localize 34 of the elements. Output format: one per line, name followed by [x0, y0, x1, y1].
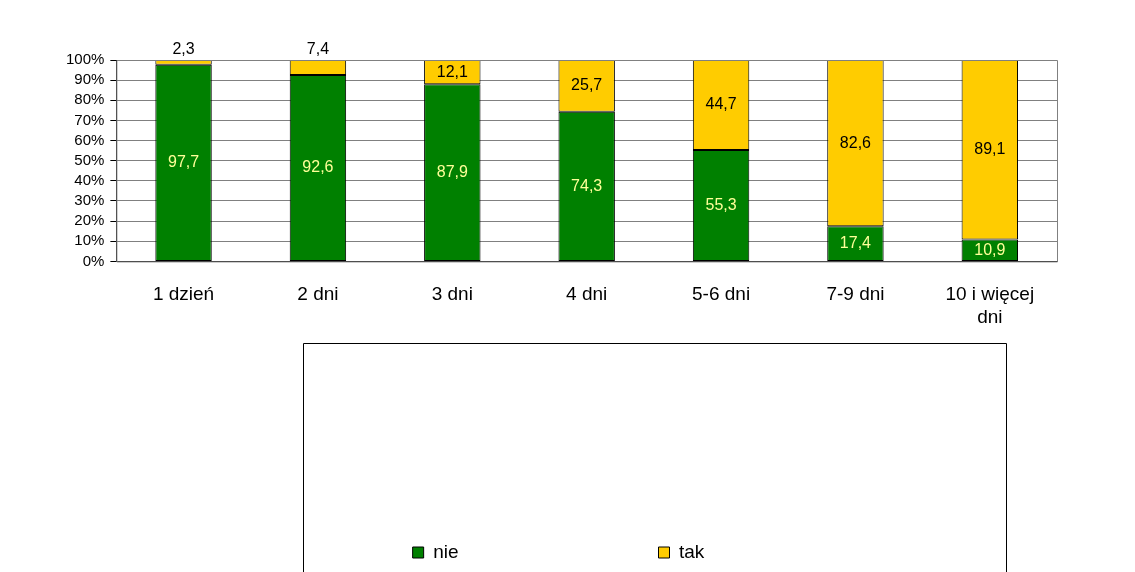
y-tick-label: 50% — [74, 150, 105, 168]
y-tick-label: 30% — [74, 191, 105, 209]
y-tick-label: 10% — [74, 231, 105, 249]
y-tick-label: 40% — [74, 170, 105, 188]
y-tick-label: 0% — [82, 251, 105, 269]
data-label: 10,9 — [974, 240, 1006, 258]
y-tick-label: 100% — [65, 50, 105, 68]
data-label: 12,1 — [436, 62, 468, 80]
legend-label: tak — [679, 540, 705, 562]
data-label: 55,3 — [705, 195, 737, 213]
data-label: 82,6 — [839, 133, 872, 151]
data-label: 2,3 — [172, 40, 195, 58]
data-label: 97,7 — [167, 153, 200, 171]
data-label: 87,9 — [436, 163, 468, 181]
x-tick-label: 2 dni — [297, 283, 339, 305]
data-label: 7,4 — [306, 40, 330, 58]
y-tick-label: 20% — [74, 211, 105, 229]
x-tick-label: 10 i więcej dni — [945, 283, 1035, 327]
y-tick-label: 90% — [74, 70, 105, 88]
x-tick-label: 5-6 dni — [692, 283, 751, 305]
data-label: 89,1 — [974, 140, 1006, 158]
data-label: 74,3 — [571, 176, 603, 194]
y-tick-label: 60% — [74, 130, 105, 148]
x-tick-label: 7-9 dni — [826, 283, 885, 305]
data-label: 25,7 — [571, 76, 603, 94]
x-tick-label: 4 dni — [566, 283, 608, 305]
data-label: 92,6 — [302, 158, 334, 176]
data-label: 44,7 — [705, 95, 737, 113]
y-tick-label: 70% — [74, 110, 105, 128]
x-tick-label: 1 dzień — [152, 283, 215, 305]
y-tick-label: 80% — [74, 90, 105, 108]
x-tick-label: 3 dni — [431, 283, 473, 305]
data-label: 17,4 — [839, 234, 872, 252]
legend-label: nie — [433, 540, 459, 562]
